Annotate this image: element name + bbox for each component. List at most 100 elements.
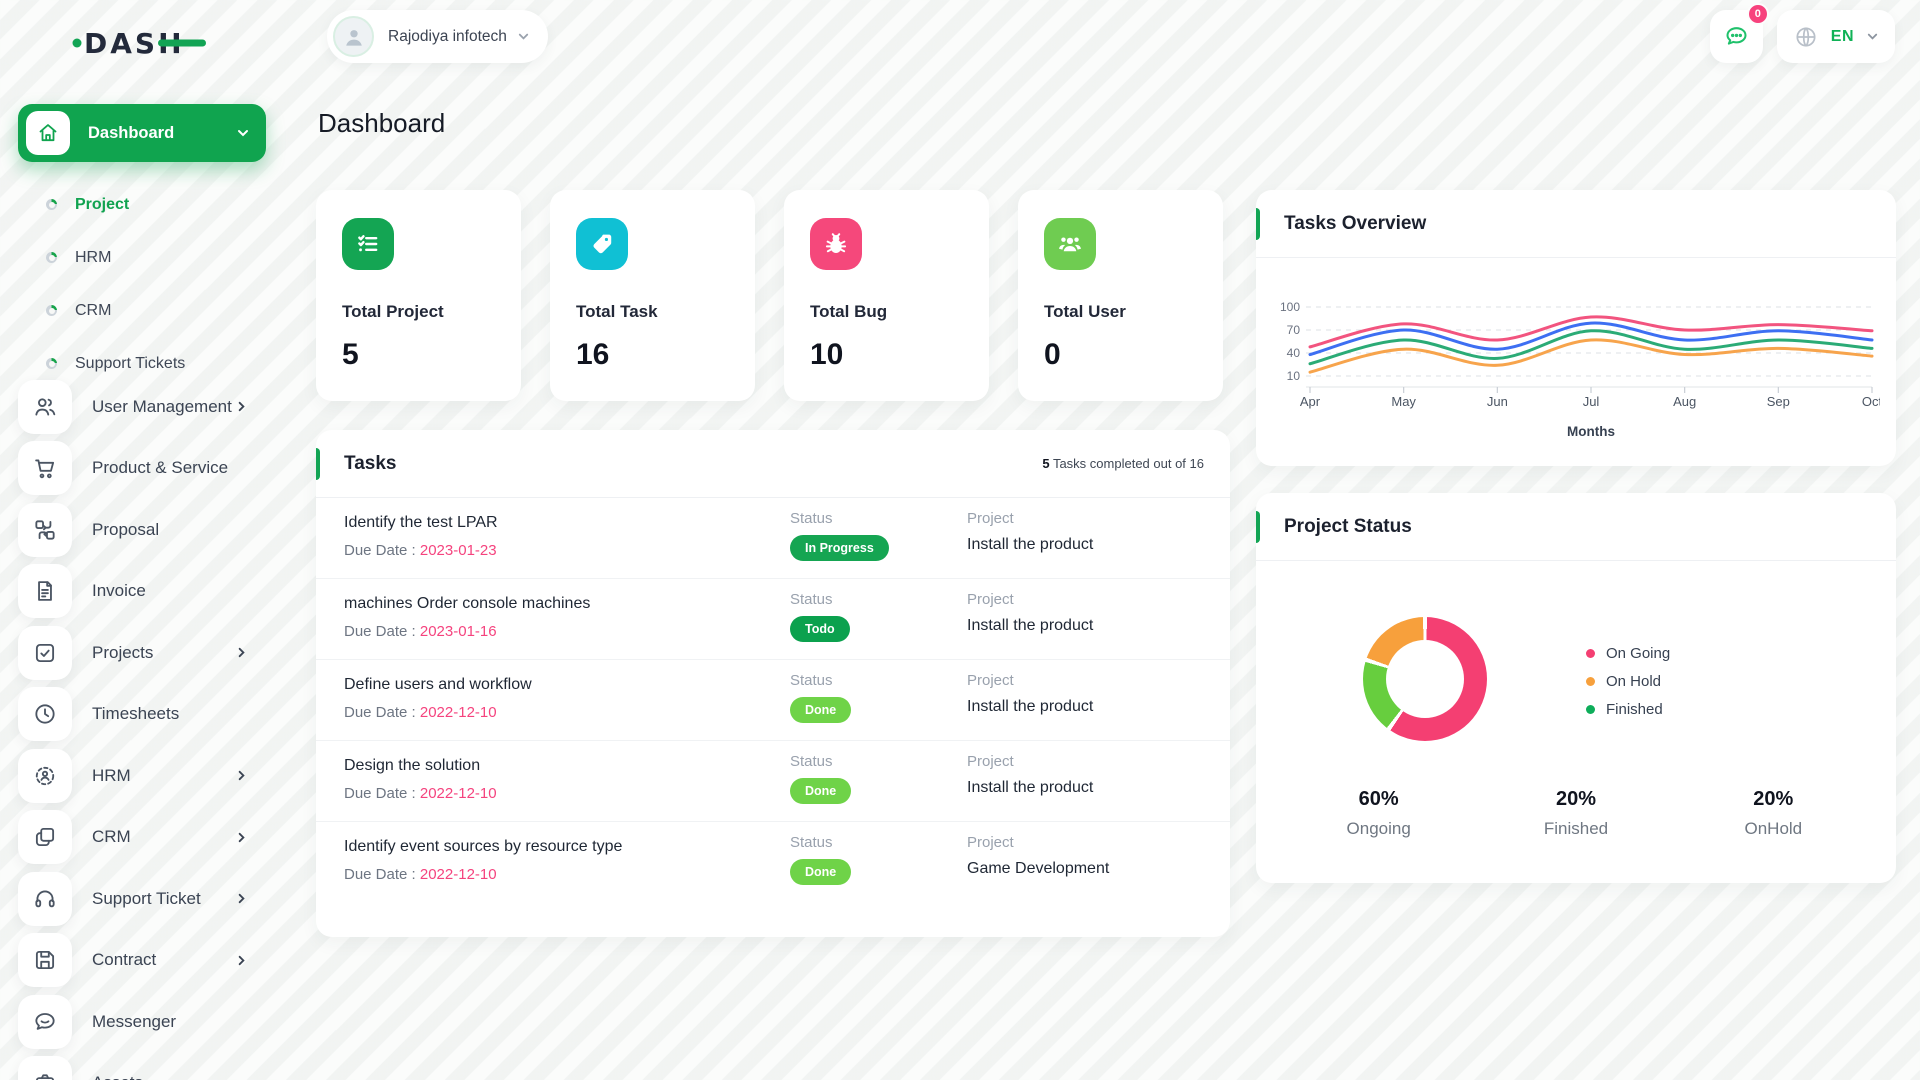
project-name: Install the product xyxy=(967,698,1094,715)
sidebar-item-proposal[interactable]: Proposal xyxy=(0,499,290,561)
company-name: Rajodiya infotech xyxy=(388,27,507,45)
stat-label: Total User xyxy=(1044,302,1126,321)
tasks-panel: Tasks 5 Tasks completed out of 16 Identi… xyxy=(316,430,1230,937)
accent-bar xyxy=(1256,511,1260,543)
sidebar-item-assets[interactable]: Assets xyxy=(0,1053,290,1080)
sidebar-item-timesheets[interactable]: Timesheets xyxy=(0,684,290,746)
project-label: Project xyxy=(967,510,1014,527)
sidebar-item-dashboard[interactable]: Dashboard xyxy=(18,104,266,162)
svg-text:Months: Months xyxy=(1567,424,1615,439)
sidebar-item-label: Dashboard xyxy=(88,123,175,142)
accent-bar xyxy=(316,448,320,480)
stat-caption: OnHold xyxy=(1744,819,1803,838)
sidebar-subitem-support-tickets[interactable]: Support Tickets xyxy=(0,337,290,390)
dash-logo-graphic: DASH xyxy=(72,27,206,60)
svg-text:40: 40 xyxy=(1287,346,1301,360)
sidebar-subitem-project[interactable]: Project xyxy=(0,178,290,231)
project-status-title: Project Status xyxy=(1284,515,1412,537)
svg-text:May: May xyxy=(1391,394,1416,409)
sidebar-item-crm[interactable]: CRM xyxy=(0,807,290,869)
dashboard-subnav: Project HRM CRM Support Tickets xyxy=(0,178,290,390)
legend-label: On Hold xyxy=(1606,672,1662,690)
target-user-icon xyxy=(18,748,72,803)
svg-text:100: 100 xyxy=(1280,300,1300,314)
sidebar-item-projects[interactable]: Projects xyxy=(0,622,290,684)
donut-legend: On Going On Hold Finished xyxy=(1586,639,1670,723)
sidebar-item-invoice[interactable]: Invoice xyxy=(0,561,290,623)
sidebar-item-label: Product & Service xyxy=(92,458,229,478)
stat-percentage: 20% xyxy=(1753,788,1794,810)
chevron-down-icon xyxy=(1866,30,1879,43)
tasks-overview-panel: Tasks Overview 100 70 40 10 Apr May Jun Jul Aug S… xyxy=(1256,190,1896,466)
chevron-right-icon xyxy=(235,954,248,967)
task-row: Identify event sources by resource type … xyxy=(316,822,1230,903)
sidebar-item-label: Invoice xyxy=(92,581,146,601)
legend-item-on-hold: On Hold xyxy=(1586,667,1670,695)
task-due-date: Due Date : 2023-01-16 xyxy=(344,623,497,640)
messages-button[interactable]: 0 xyxy=(1709,3,1769,63)
users-group-icon xyxy=(1044,218,1096,270)
sidebar-item-support-ticket[interactable]: Support Ticket xyxy=(0,868,290,930)
stat-card-total-task[interactable]: Total Task 16 xyxy=(550,190,755,401)
clock-icon xyxy=(18,687,72,742)
stat-value: 16 xyxy=(576,338,610,371)
sidebar-subitem-hrm[interactable]: HRM xyxy=(0,231,290,284)
stat-label: Total Project xyxy=(342,302,444,321)
svg-text:Jul: Jul xyxy=(1583,394,1600,409)
legend-label: On Going xyxy=(1606,644,1671,662)
home-icon xyxy=(26,111,70,155)
project-name: Install the product xyxy=(967,779,1094,796)
tasks-panel-title: Tasks xyxy=(344,452,397,474)
project-name: Game Development xyxy=(967,860,1110,877)
language-selector[interactable]: EN xyxy=(1776,10,1895,63)
stat-percentage: 20% xyxy=(1555,788,1596,810)
project-name: Install the product xyxy=(967,617,1094,634)
avatar xyxy=(333,16,374,57)
status-label: Status xyxy=(790,834,833,851)
legend-dot-icon xyxy=(1586,648,1595,658)
stat-card-total-project[interactable]: Total Project 5 xyxy=(316,190,521,401)
sidebar-item-contract[interactable]: Contract xyxy=(0,930,290,992)
sidebar-item-label: Assets xyxy=(92,1073,290,1080)
status-label: Status xyxy=(790,510,833,527)
project-status-stats: 60% Ongoing 20% Finished 20% OnHold xyxy=(1280,788,1872,839)
task-due-date: Due Date : 2023-01-23 xyxy=(344,542,497,559)
status-stat-ongoing: 60% Ongoing xyxy=(1280,788,1477,839)
sidebar-item-user-management[interactable]: User Management xyxy=(0,376,290,438)
legend-item-on-going: On Going xyxy=(1586,639,1670,667)
sidebar-item-label: User Management xyxy=(92,396,232,416)
checklist-icon xyxy=(342,218,394,270)
status-label: Status xyxy=(790,753,833,770)
sidebar-item-label: HRM xyxy=(92,765,131,785)
task-name: machines Order console machines xyxy=(344,595,591,612)
stat-caption: Ongoing xyxy=(1346,819,1411,838)
legend-item-finished: Finished xyxy=(1586,695,1670,723)
sidebar-subitem-crm[interactable]: CRM xyxy=(0,284,290,337)
stat-card-total-user[interactable]: Total User 0 xyxy=(1018,190,1223,401)
page-title: Dashboard xyxy=(318,108,446,138)
sidebar-item-label: Contract xyxy=(92,950,157,970)
sidebar-item-label: CRM xyxy=(92,827,131,847)
task-name: Define users and workflow xyxy=(344,676,532,693)
project-label: Project xyxy=(967,753,1014,770)
workflow-icon xyxy=(18,502,72,557)
sidebar: DASH Dashboard Project HRM CRM Support T… xyxy=(0,0,290,1080)
sidebar-item-messenger[interactable]: Messenger xyxy=(0,991,290,1053)
brand-logo[interactable]: DASH xyxy=(72,22,207,64)
language-code: EN xyxy=(1830,27,1854,45)
stat-card-total-bug[interactable]: Total Bug 10 xyxy=(784,190,989,401)
sidebar-item-hrm[interactable]: HRM xyxy=(0,745,290,807)
svg-text:Oct: Oct xyxy=(1862,394,1880,409)
task-due-date: Due Date : 2022-12-10 xyxy=(344,785,497,802)
stat-label: Total Bug xyxy=(810,302,888,321)
company-switcher[interactable]: Rajodiya infotech xyxy=(327,10,548,63)
stat-value: 10 xyxy=(810,338,844,371)
task-due-date: Due Date : 2022-12-10 xyxy=(344,866,497,883)
ring-icon xyxy=(46,252,57,263)
svg-text:Aug: Aug xyxy=(1673,394,1696,409)
sidebar-subitem-label: HRM xyxy=(75,248,112,266)
task-due-date: Due Date : 2022-12-10 xyxy=(344,704,497,721)
project-label: Project xyxy=(967,834,1014,851)
sidebar-item-product-service[interactable]: Product & Service xyxy=(0,438,290,500)
task-name: Identify event sources by resource type xyxy=(344,838,623,855)
